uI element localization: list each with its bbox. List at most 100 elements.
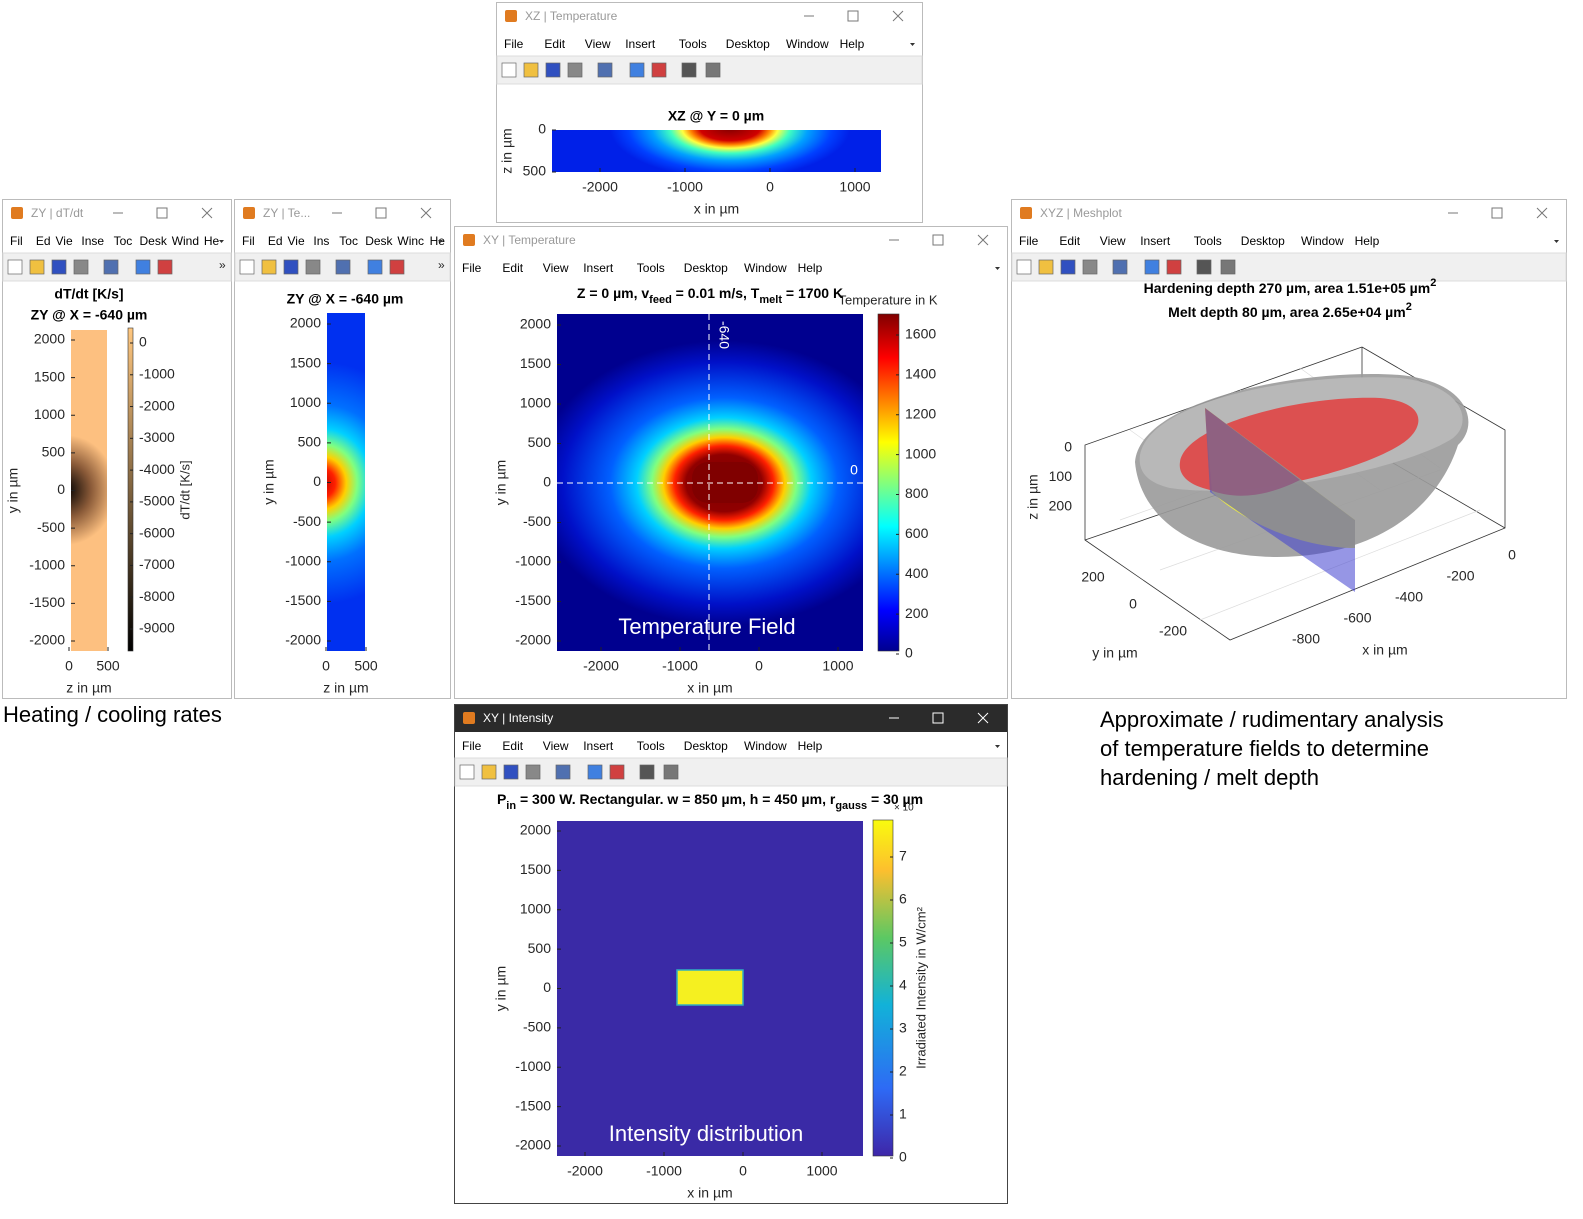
menu-item[interactable]: Desktop <box>1241 234 1285 248</box>
toolbar-button[interactable] <box>681 62 697 78</box>
toolbar-button[interactable] <box>503 764 519 780</box>
close-button[interactable] <box>201 207 213 219</box>
toolbar-button[interactable] <box>239 259 255 275</box>
menu-item[interactable]: Desktop <box>684 739 728 753</box>
menu-item[interactable]: Desk <box>365 234 393 248</box>
close-button[interactable] <box>1536 207 1548 219</box>
menu-item[interactable]: Help <box>798 261 823 275</box>
close-button[interactable] <box>977 712 989 724</box>
menu-item[interactable]: Vie <box>288 234 305 248</box>
menu-item[interactable]: File <box>462 739 482 753</box>
menu-item[interactable]: Desktop <box>684 261 728 275</box>
menu-item[interactable]: Fil <box>10 234 23 248</box>
toolbar-button[interactable] <box>389 259 405 275</box>
toolbar-button[interactable] <box>501 62 517 78</box>
toolbar-button[interactable] <box>1038 259 1054 275</box>
menu-item[interactable]: Tools <box>637 261 665 275</box>
menu-item[interactable]: Insert <box>583 261 614 275</box>
menu-item[interactable]: Edit <box>502 739 523 753</box>
toolbar-button[interactable] <box>609 764 625 780</box>
menu-item[interactable]: Help <box>1355 234 1380 248</box>
toolbar-button[interactable] <box>157 259 173 275</box>
close-button[interactable] <box>892 10 904 22</box>
menu-item[interactable]: He <box>430 234 446 248</box>
toolbar-button[interactable] <box>29 259 45 275</box>
toolbar-button[interactable] <box>1060 259 1076 275</box>
menu-item[interactable]: He <box>204 234 220 248</box>
menu-item[interactable]: Desk <box>140 234 168 248</box>
toolbar-button[interactable] <box>523 62 539 78</box>
toolbar-button[interactable] <box>481 764 497 780</box>
menu-item[interactable]: Ed <box>36 234 51 248</box>
toolbar-button[interactable] <box>459 764 475 780</box>
toolbar-button[interactable] <box>73 259 89 275</box>
menu-item[interactable]: Toc <box>339 234 358 248</box>
menu-item[interactable]: Tools <box>679 37 707 51</box>
maximize-button[interactable] <box>932 712 944 724</box>
menu-item[interactable]: Window <box>1301 234 1344 248</box>
maximize-button[interactable] <box>156 207 168 219</box>
menu-item[interactable]: View <box>585 37 611 51</box>
toolbar-button[interactable] <box>651 62 667 78</box>
maximize-button[interactable] <box>847 10 859 22</box>
toolbar-button[interactable] <box>335 259 351 275</box>
menu-item[interactable]: Desktop <box>726 37 770 51</box>
menu-item[interactable]: Window <box>786 37 829 51</box>
toolbar-button[interactable] <box>545 62 561 78</box>
menu-item[interactable]: File <box>462 261 482 275</box>
menu-item[interactable]: View <box>543 739 569 753</box>
menu-item[interactable]: Window <box>744 739 787 753</box>
toolbar-button[interactable] <box>51 259 67 275</box>
toolbar-button[interactable] <box>1196 259 1212 275</box>
toolbar-button[interactable] <box>525 764 541 780</box>
menu-item[interactable]: Winc <box>397 234 424 248</box>
menu-item[interactable]: Inse <box>81 234 104 248</box>
close-button[interactable] <box>420 207 432 219</box>
toolbar-button[interactable] <box>1112 259 1128 275</box>
menu-item[interactable]: View <box>543 261 569 275</box>
menu-item[interactable]: Wind <box>172 234 199 248</box>
toolbar-button[interactable] <box>261 259 277 275</box>
toolbar-button[interactable] <box>135 259 151 275</box>
menu-item[interactable]: Insert <box>1140 234 1171 248</box>
maximize-button[interactable] <box>375 207 387 219</box>
toolbar-button[interactable] <box>1082 259 1098 275</box>
toolbar-button[interactable] <box>597 62 613 78</box>
menu-item[interactable]: Ed <box>268 234 283 248</box>
menu-item[interactable]: Edit <box>502 261 523 275</box>
menu-item[interactable]: Vie <box>56 234 73 248</box>
menu-item[interactable]: Help <box>840 37 865 51</box>
menu-item[interactable]: Edit <box>544 37 565 51</box>
menu-item[interactable]: Insert <box>583 739 614 753</box>
menu-item[interactable]: Fil <box>242 234 255 248</box>
close-button[interactable] <box>977 234 989 246</box>
menu-item[interactable]: Help <box>798 739 823 753</box>
toolbar-button[interactable] <box>283 259 299 275</box>
toolbar-button[interactable] <box>705 62 721 78</box>
menu-item[interactable]: Toc <box>114 234 133 248</box>
menu-item[interactable]: Ins <box>313 234 329 248</box>
maximize-button[interactable] <box>932 234 944 246</box>
menu-item[interactable]: Tools <box>637 739 665 753</box>
toolbar-button[interactable] <box>1144 259 1160 275</box>
toolbar-button[interactable] <box>103 259 119 275</box>
toolbar-button[interactable] <box>7 259 23 275</box>
menu-item[interactable]: Tools <box>1194 234 1222 248</box>
toolbar-button[interactable] <box>1166 259 1182 275</box>
menu-item[interactable]: View <box>1100 234 1126 248</box>
toolbar-button[interactable] <box>555 764 571 780</box>
toolbar-overflow[interactable]: » <box>438 258 445 272</box>
menu-item[interactable]: Window <box>744 261 787 275</box>
toolbar-button[interactable] <box>305 259 321 275</box>
maximize-button[interactable] <box>1491 207 1503 219</box>
toolbar-button[interactable] <box>663 764 679 780</box>
toolbar-button[interactable] <box>367 259 383 275</box>
toolbar-button[interactable] <box>1016 259 1032 275</box>
toolbar-button[interactable] <box>587 764 603 780</box>
toolbar-button[interactable] <box>1220 259 1236 275</box>
menu-item[interactable]: File <box>504 37 524 51</box>
menu-item[interactable]: File <box>1019 234 1039 248</box>
toolbar-button[interactable] <box>639 764 655 780</box>
menu-item[interactable]: Insert <box>625 37 656 51</box>
menu-item[interactable]: Edit <box>1059 234 1080 248</box>
